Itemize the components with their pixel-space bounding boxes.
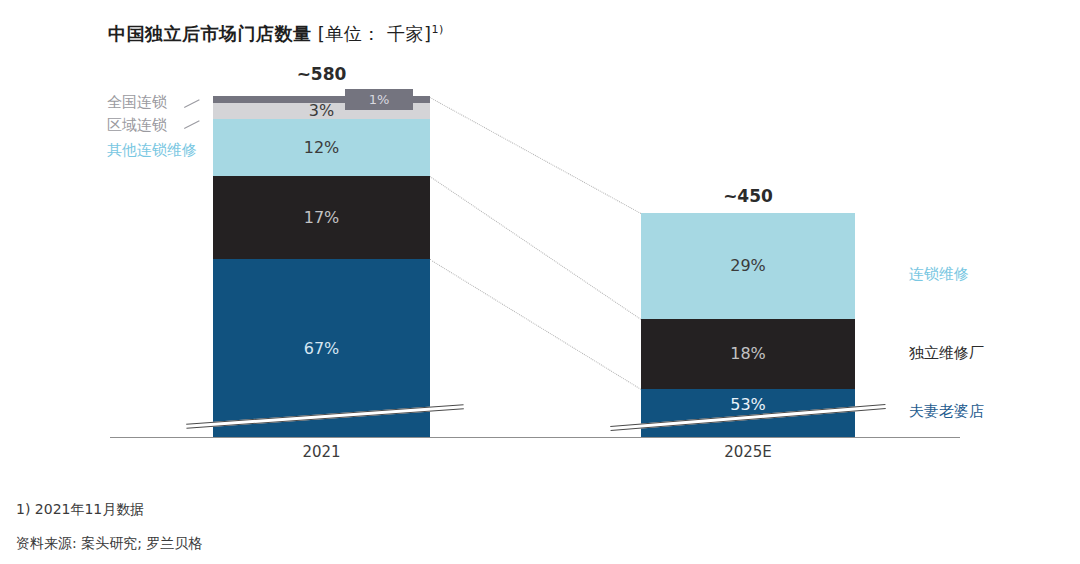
segment-2025-independent-workshop: 18% bbox=[641, 319, 855, 389]
connector-line-middle bbox=[429, 176, 641, 320]
legend-other-chain-repair: 其他连锁维修 bbox=[107, 142, 197, 159]
chart-title-main: 中国独立后市场门店数量 bbox=[108, 23, 312, 44]
segment-value-label: 12% bbox=[304, 140, 340, 156]
bar-total-2021: ~580 bbox=[213, 64, 430, 84]
leader-line-national-chain bbox=[184, 99, 200, 108]
legend-chain-repair: 连锁维修 bbox=[909, 266, 969, 283]
x-axis-line bbox=[110, 437, 960, 438]
connector-line-bottom bbox=[429, 259, 641, 390]
segment-2021-independent-workshop: 17% bbox=[213, 176, 430, 259]
segment-value-label: 29% bbox=[730, 258, 766, 274]
bar-total-2025: ~450 bbox=[641, 186, 855, 206]
title-footnote-marker: 1) bbox=[432, 23, 444, 36]
chart-title: 中国独立后市场门店数量 [单位： 千家]1) bbox=[108, 22, 444, 46]
segment-2021-national-chain-callout: 1% bbox=[345, 89, 413, 110]
segment-2021-other-chain-repair: 12% bbox=[213, 119, 430, 176]
segment-value-label: 53% bbox=[730, 397, 766, 413]
legend-national-chain: 全国连锁 bbox=[107, 94, 167, 111]
segment-value-label: 3% bbox=[309, 103, 334, 119]
segment-value-label: 17% bbox=[304, 210, 340, 226]
footnote-source: 资料来源: 案头研究; 罗兰贝格 bbox=[16, 535, 202, 553]
legend-regional-chain: 区域连锁 bbox=[107, 117, 167, 134]
x-tick-2025: 2025E bbox=[641, 443, 855, 461]
chart-title-unit: [单位： 千家] bbox=[312, 23, 432, 44]
leader-line-regional-chain bbox=[184, 120, 200, 129]
footnote-data-date: 1) 2021年11月数据 bbox=[16, 501, 144, 519]
segment-value-label: 18% bbox=[730, 346, 766, 362]
x-tick-2021: 2021 bbox=[213, 443, 430, 461]
chart-canvas: 中国独立后市场门店数量 [单位： 千家]1) ~580 ~450 3% 12% … bbox=[0, 0, 1080, 564]
segment-value-label: 1% bbox=[369, 92, 390, 107]
segment-2025-chain-repair: 29% bbox=[641, 213, 855, 319]
segment-value-label: 67% bbox=[304, 341, 340, 357]
legend-independent-workshop: 独立维修厂 bbox=[909, 345, 984, 362]
legend-mom-and-pop: 夫妻老婆店 bbox=[909, 403, 984, 420]
